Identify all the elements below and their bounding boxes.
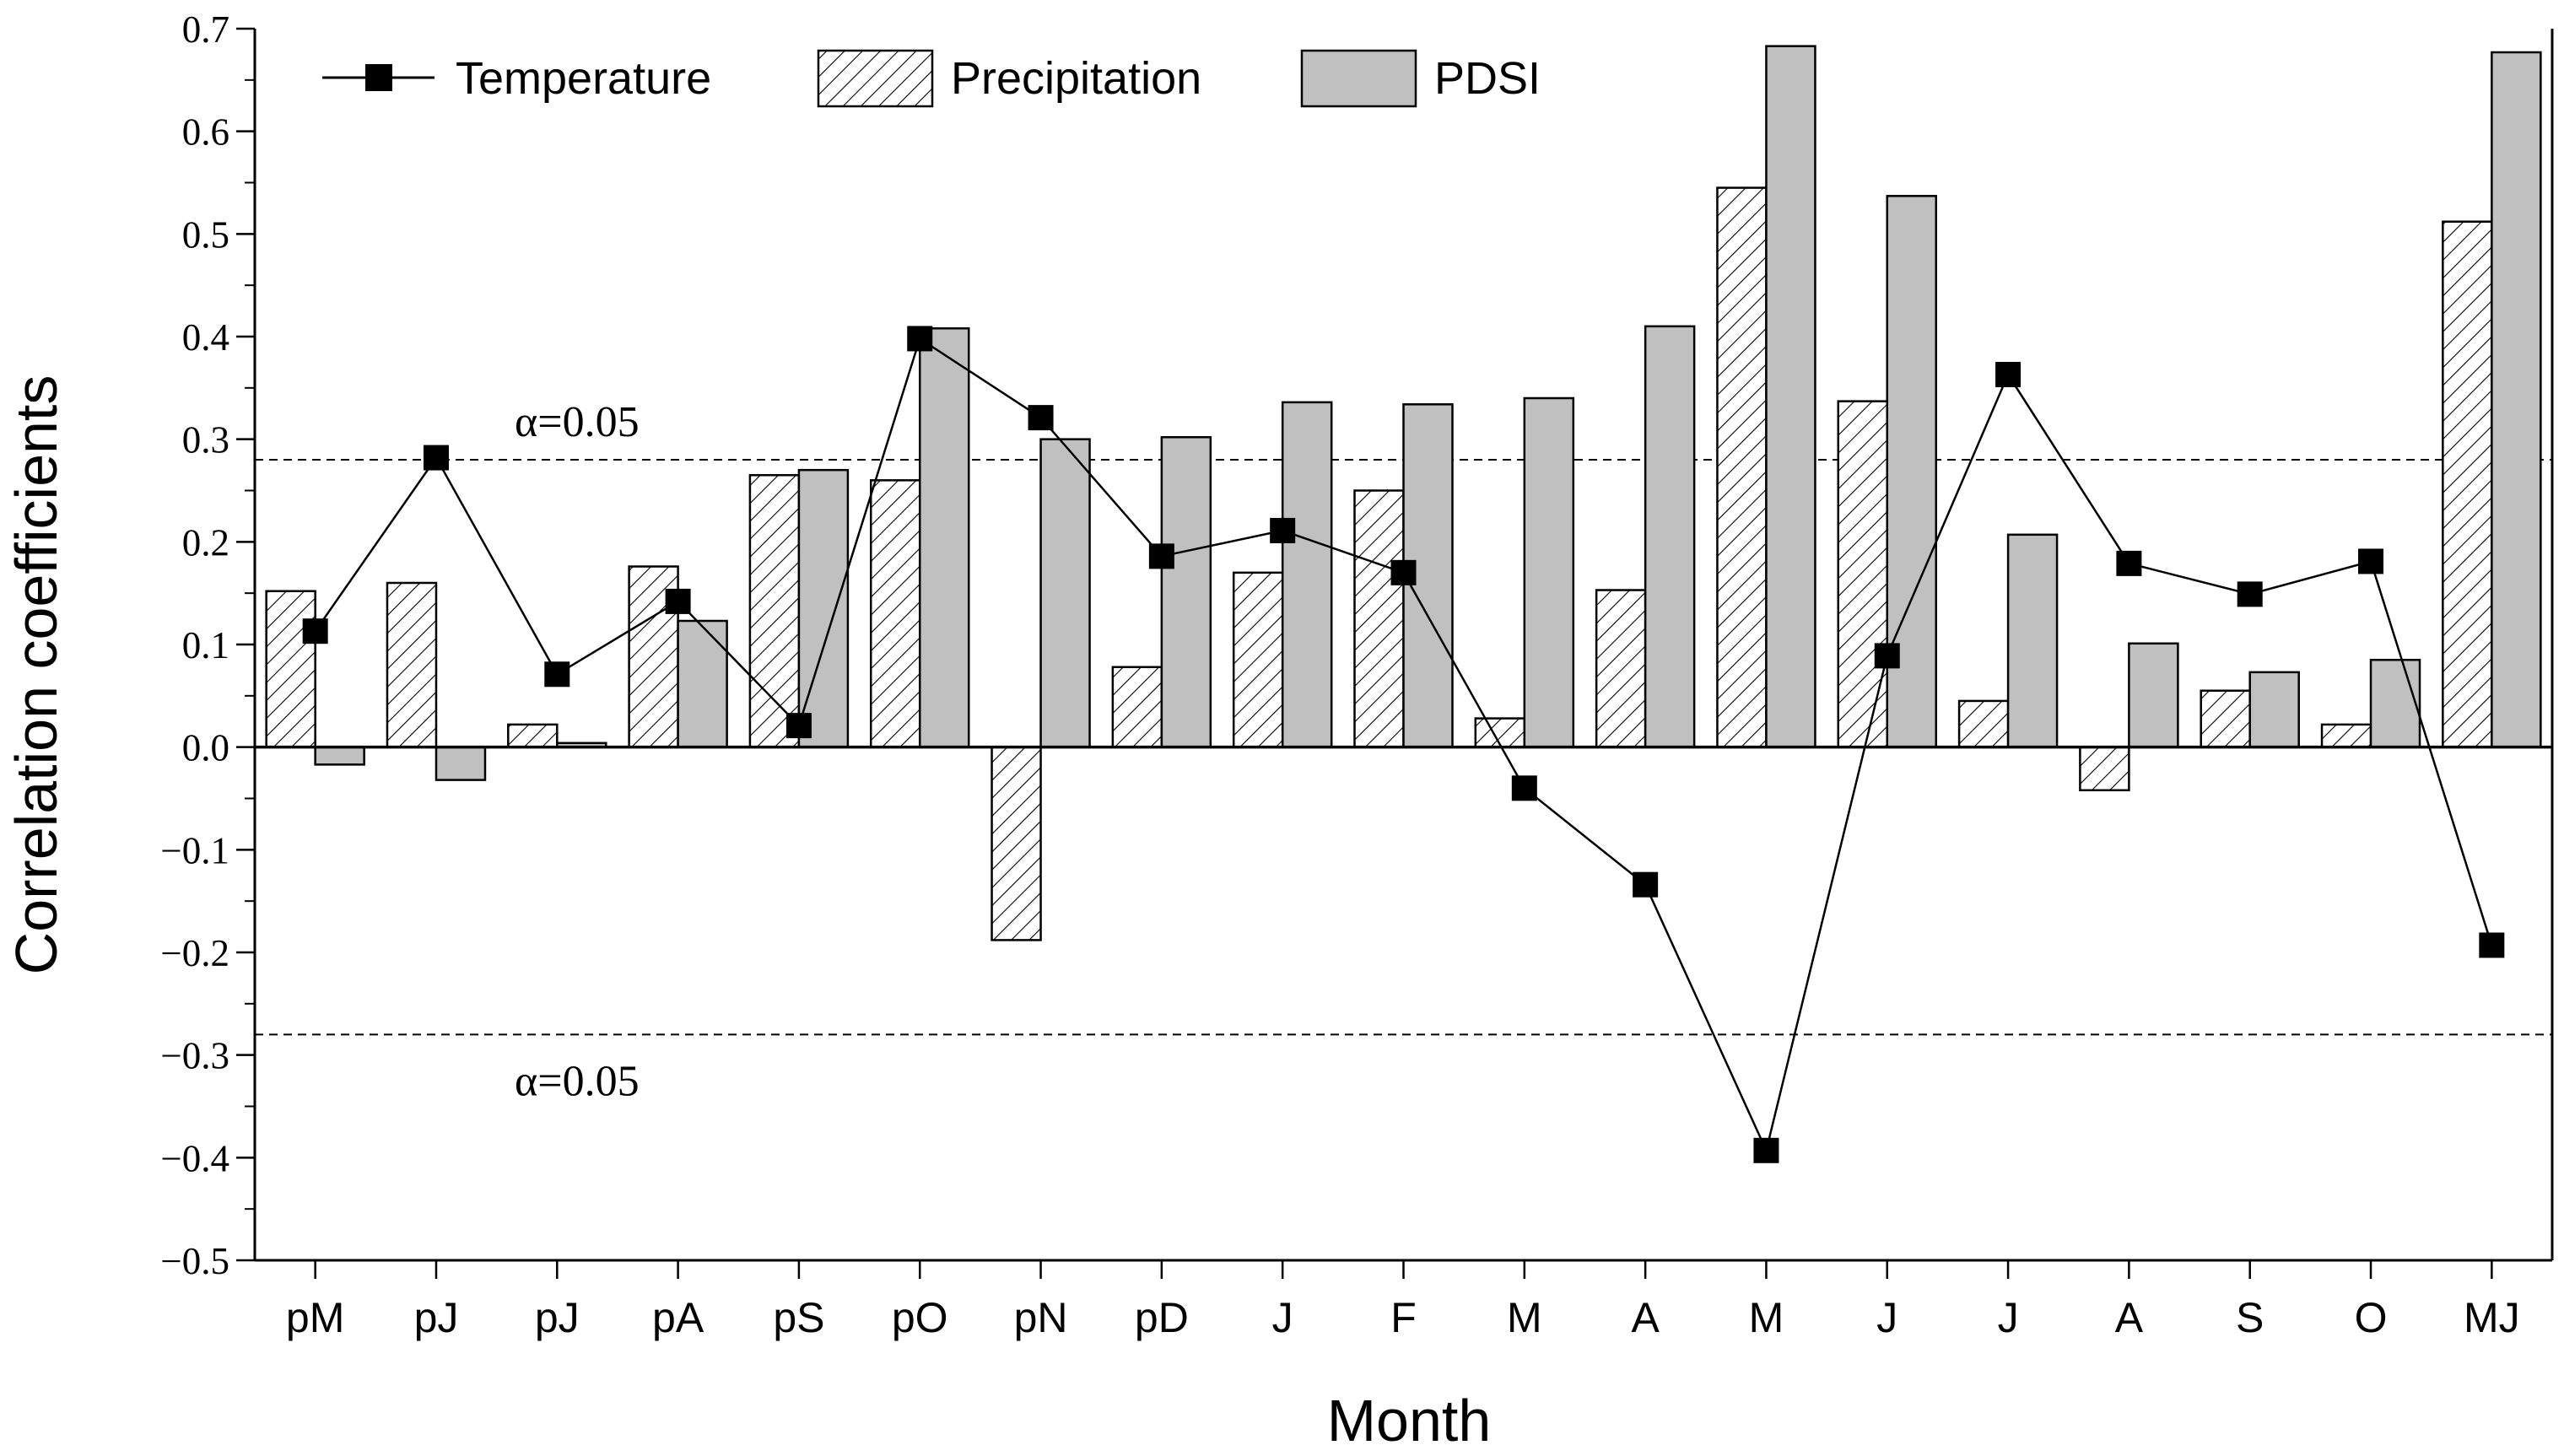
- x-tick-label-18: MJ: [2464, 1294, 2520, 1341]
- x-tick-label-7: pD: [1135, 1294, 1189, 1341]
- precipitation-bar-12: [1716, 186, 1768, 748]
- y-tick-label-11: −0.4: [160, 1137, 229, 1179]
- pdsi-bar-14: [2006, 533, 2059, 748]
- temperature-point-4: [785, 713, 812, 739]
- pdsi-bar-10: [1523, 396, 1575, 748]
- temperature-point-15: [2116, 550, 2142, 576]
- pdsi-bar-15: [2128, 642, 2179, 748]
- temperature-point-8: [1270, 517, 1296, 543]
- significance-label-1: α=0.05: [515, 1057, 640, 1105]
- pdsi-bar-6: [1039, 438, 1091, 748]
- temperature-point-12: [1753, 1137, 1779, 1163]
- legend-precipitation-swatch: [817, 49, 934, 108]
- y-tick-label-12: −0.5: [160, 1240, 229, 1282]
- precipitation-bar-13: [1837, 400, 1889, 748]
- x-tick-label-2: pJ: [535, 1294, 580, 1341]
- x-tick-label-10: M: [1507, 1294, 1542, 1341]
- x-tick-label-9: F: [1390, 1294, 1417, 1341]
- pdsi-bar-1: [435, 746, 487, 781]
- y-tick-label-2: 0.5: [182, 213, 229, 256]
- x-tick-label-16: S: [2236, 1294, 2264, 1341]
- temperature-point-16: [2237, 581, 2263, 607]
- pdsi-bar-0: [314, 746, 365, 766]
- precipitation-bar-14: [1957, 699, 2010, 748]
- significance-label-0: α=0.05: [515, 398, 640, 446]
- legend-precipitation-label: Precipitation: [951, 53, 1201, 104]
- precipitation-bar-9: [1353, 489, 1405, 748]
- y-tick-label-8: −0.1: [160, 829, 229, 871]
- temperature-point-0: [302, 618, 328, 644]
- precipitation-bar-7: [1111, 666, 1163, 748]
- precipitation-bar-2: [507, 723, 559, 748]
- x-tick-label-15: A: [2115, 1294, 2144, 1341]
- pdsi-bar-5: [918, 327, 970, 748]
- precipitation-bar-4: [748, 474, 801, 748]
- x-tick-label-0: pM: [286, 1294, 344, 1341]
- pdsi-bar-17: [2369, 659, 2421, 748]
- x-tick-label-11: A: [1631, 1294, 1660, 1341]
- temperature-point-6: [1028, 405, 1054, 431]
- pdsi-bar-7: [1160, 435, 1212, 748]
- temperature-point-10: [1511, 775, 1537, 801]
- pdsi-bar-11: [1644, 325, 1696, 748]
- precipitation-bar-5: [869, 479, 921, 748]
- temperature-point-5: [907, 326, 933, 352]
- pdsi-bar-18: [2491, 51, 2542, 748]
- pdsi-bar-12: [1765, 45, 1816, 748]
- pdsi-bar-16: [2248, 671, 2300, 748]
- y-tick-label-4: 0.3: [182, 419, 229, 461]
- temperature-point-2: [544, 661, 570, 688]
- legend-temperature-marker: [365, 64, 392, 91]
- legend-pdsi-label: PDSI: [1434, 53, 1541, 104]
- x-tick-label-8: J: [1272, 1294, 1293, 1341]
- temperature-point-11: [1633, 871, 1659, 898]
- y-tick-label-0: 0.7: [182, 8, 229, 51]
- y-axis-title: Correlation coefficients: [3, 375, 69, 975]
- pdsi-bar-3: [677, 619, 728, 748]
- precipitation-bar-6: [991, 746, 1042, 941]
- temperature-point-13: [1874, 643, 1900, 669]
- legend-pdsi-swatch: [1300, 49, 1417, 108]
- temperature-point-17: [2358, 548, 2384, 574]
- x-tick-label-1: pJ: [414, 1294, 459, 1341]
- x-tick-label-3: pA: [652, 1294, 704, 1341]
- precipitation-bar-17: [2320, 723, 2372, 748]
- temperature-point-3: [665, 588, 691, 614]
- x-tick-label-6: pN: [1014, 1294, 1068, 1341]
- y-tick-label-7: 0.0: [182, 727, 229, 769]
- y-tick-label-9: −0.2: [160, 932, 229, 974]
- y-tick-label-10: −0.3: [160, 1035, 229, 1077]
- precipitation-bar-16: [2200, 689, 2251, 748]
- x-tick-label-14: J: [1998, 1294, 2019, 1341]
- precipitation-bar-11: [1595, 589, 1647, 748]
- y-tick-label-6: 0.1: [182, 624, 229, 666]
- x-axis-title: Month: [1327, 1388, 1492, 1452]
- x-tick-label-17: O: [2355, 1294, 2388, 1341]
- y-tick-label-3: 0.4: [182, 316, 229, 359]
- x-tick-label-5: pO: [892, 1294, 948, 1341]
- y-tick-label-1: 0.6: [182, 111, 229, 154]
- y-tick-label-5: 0.2: [182, 521, 229, 564]
- x-tick-label-12: M: [1749, 1294, 1784, 1341]
- pdsi-bar-8: [1281, 401, 1333, 748]
- x-tick-label-13: J: [1876, 1294, 1897, 1341]
- precipitation-bar-8: [1232, 571, 1284, 748]
- legend-temperature-label: Temperature: [456, 53, 711, 104]
- temperature-point-9: [1390, 559, 1417, 585]
- precipitation-bar-1: [386, 581, 438, 748]
- x-tick-label-4: pS: [773, 1294, 824, 1341]
- temperature-point-7: [1148, 543, 1174, 569]
- precipitation-bar-18: [2442, 220, 2493, 748]
- temperature-point-1: [423, 445, 449, 471]
- precipitation-bar-0: [265, 590, 316, 748]
- temperature-point-14: [1995, 362, 2022, 388]
- precipitation-bar-15: [2079, 746, 2130, 792]
- temperature-point-18: [2479, 932, 2505, 958]
